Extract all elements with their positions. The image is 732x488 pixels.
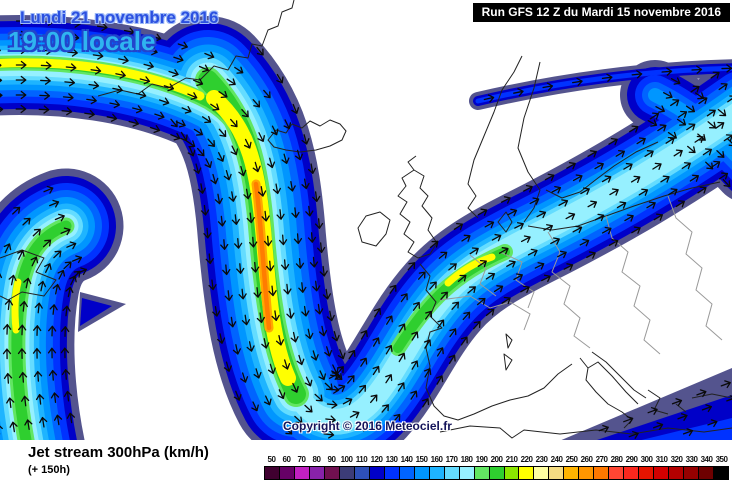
- scale-label: 60: [282, 455, 291, 464]
- scale-cell: [309, 467, 325, 479]
- scale-cell: [624, 467, 640, 479]
- scale-cell: [489, 467, 505, 479]
- scale-label: 290: [625, 455, 638, 464]
- valid-time-label: 19:00 locale: [8, 26, 156, 56]
- valid-date-label: Lundi 21 novembre 2016: [20, 8, 219, 27]
- scale-label: 260: [580, 455, 593, 464]
- scale-label: 210: [505, 455, 518, 464]
- forecast-offset-label: (+ 150h): [28, 464, 70, 476]
- scale-cell: [579, 467, 595, 479]
- scale-cell: [324, 467, 340, 479]
- scale-cell: [594, 467, 610, 479]
- scale-label: 300: [640, 455, 653, 464]
- scale-cell: [384, 467, 400, 479]
- color-scale-labels: 50 60 70 80 90 100 110 120 130 140 150 160 170 180 190…: [264, 455, 729, 464]
- scale-label: 90: [327, 455, 336, 464]
- legend-title: Jet stream 300hPa (km/h): [28, 444, 209, 461]
- scale-cell: [294, 467, 310, 479]
- scale-label: 320: [670, 455, 683, 464]
- scale-cell: [414, 467, 430, 479]
- scale-cell: [369, 467, 385, 479]
- scale-label: 70: [297, 455, 306, 464]
- scale-label: 170: [445, 455, 458, 464]
- scale-label: 120: [370, 455, 383, 464]
- scale-cell: [534, 467, 550, 479]
- scale-cell: [339, 467, 355, 479]
- scale-cell: [399, 467, 415, 479]
- scale-cell: [684, 467, 700, 479]
- scale-label: 240: [550, 455, 563, 464]
- copyright-label: Copyright © 2016 Meteociel.fr: [283, 419, 452, 433]
- scale-label: 50: [267, 455, 276, 464]
- model-run-banner: Run GFS 12 Z du Mardi 15 novembre 2016: [472, 3, 730, 22]
- scale-label: 130: [385, 455, 398, 464]
- scale-label: 150: [415, 455, 428, 464]
- scale-label: 220: [520, 455, 533, 464]
- scale-cell: [669, 467, 685, 479]
- scale-cell: [519, 467, 535, 479]
- scale-label: 190: [475, 455, 488, 464]
- legend: Jet stream 300hPa (km/h) (+ 150h) 50 60 70…: [0, 440, 732, 488]
- scale-label: 180: [460, 455, 473, 464]
- scale-cell: [279, 467, 295, 479]
- jet-stream-map: [0, 0, 732, 440]
- scale-label: 270: [595, 455, 608, 464]
- scale-label: 100: [340, 455, 353, 464]
- scale-label: 80: [312, 455, 321, 464]
- scale-cell: [639, 467, 655, 479]
- scale-label: 200: [490, 455, 503, 464]
- wind-arrows: [0, 16, 732, 439]
- coastlines: [0, 0, 732, 439]
- scale-label: 110: [355, 455, 368, 464]
- scale-cell: [265, 467, 280, 479]
- scale-label: 160: [430, 455, 443, 464]
- scale-label: 340: [700, 455, 713, 464]
- scale-cell: [504, 467, 520, 479]
- scale-cell: [444, 467, 460, 479]
- scale-cell: [549, 467, 565, 479]
- scale-label: 350: [715, 455, 728, 464]
- color-scale-bar: [264, 466, 729, 480]
- scale-cell: [699, 467, 715, 479]
- scale-label: 310: [655, 455, 668, 464]
- scale-cell: [354, 467, 370, 479]
- scale-label: 330: [685, 455, 698, 464]
- scale-cell: [459, 467, 475, 479]
- scale-label: 280: [610, 455, 623, 464]
- scale-label: 140: [400, 455, 413, 464]
- scale-cell: [714, 467, 729, 479]
- scale-cell: [474, 467, 490, 479]
- scale-cell: [564, 467, 580, 479]
- scale-label: 250: [565, 455, 578, 464]
- scale-cell: [609, 467, 625, 479]
- jet-stream-bands: [0, 15, 732, 440]
- scale-label: 230: [535, 455, 548, 464]
- scale-cell: [429, 467, 445, 479]
- scale-cell: [654, 467, 670, 479]
